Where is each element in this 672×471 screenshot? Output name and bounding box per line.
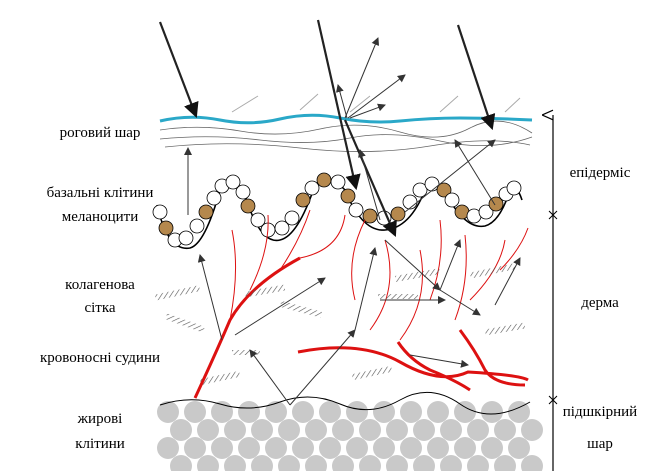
fat-cell [265,401,287,423]
basal-cell [190,219,204,233]
layer-label: кровоносні судини [40,350,160,366]
fat-cell [319,401,341,423]
layer-label: меланоцити [62,209,138,225]
fat-cell [265,437,287,459]
basal-cell [305,181,319,195]
fat-cell [440,419,462,441]
fat-cell [292,401,314,423]
fat-cell [413,419,435,441]
basal-cell [207,191,221,205]
fat-cell [319,437,341,459]
fat-cell [521,419,543,441]
fat-cell [224,419,246,441]
fat-cell [197,419,219,441]
fat-cell [481,437,503,459]
fat-cell [211,437,233,459]
basal-cell [507,181,521,195]
basal-cell [153,205,167,219]
fat-cell [427,401,449,423]
layer-label: жирові [77,411,123,427]
fat-cell [305,419,327,441]
layer-label: сітка [84,300,115,316]
melanocyte [317,173,331,187]
region-label: шар [587,436,613,452]
region-label: підшкірний [563,404,637,420]
fat-cell [184,437,206,459]
fat-cell [170,419,192,441]
fat-cell [184,401,206,423]
fat-cell [454,401,476,423]
fat-cell [278,419,300,441]
layer-label: клітини [75,436,125,452]
fat-cell [467,419,489,441]
skin-diagram: роговий шар базальні клітини меланоцити кол… [0,0,672,471]
fat-cell [454,437,476,459]
basal-cell [331,175,345,189]
fat-cells [157,401,543,471]
basal-cell [349,203,363,217]
fat-cell [157,401,179,423]
fat-cell [481,401,503,423]
fat-cell [400,437,422,459]
layer-label: базальні клітини [47,185,154,201]
fat-cell [251,419,273,441]
basal-cell [179,231,193,245]
region-label: епідерміс [570,165,631,181]
melanocyte [391,207,405,221]
fat-cell [332,419,354,441]
fat-cell [373,437,395,459]
fat-cell [157,437,179,459]
layer-label: роговий шар [60,125,141,141]
fat-cell [508,437,530,459]
basal-cell [403,195,417,209]
melanocyte [199,205,213,219]
fat-cell [238,401,260,423]
fat-cell [386,419,408,441]
fat-cell [238,437,260,459]
basal-cell [285,211,299,225]
melanocyte [341,189,355,203]
melanocyte [241,199,255,213]
fat-cell [400,401,422,423]
fat-cell [346,401,368,423]
fat-cell [494,419,516,441]
basal-cell [236,185,250,199]
fat-cell [346,437,368,459]
melanocyte [296,193,310,207]
fat-cell [292,437,314,459]
fat-cell [427,437,449,459]
melanocyte [159,221,173,235]
region-label: дерма [581,295,619,311]
layer-label: колагенова [65,277,135,293]
fat-cell [359,419,381,441]
basal-cell [445,193,459,207]
